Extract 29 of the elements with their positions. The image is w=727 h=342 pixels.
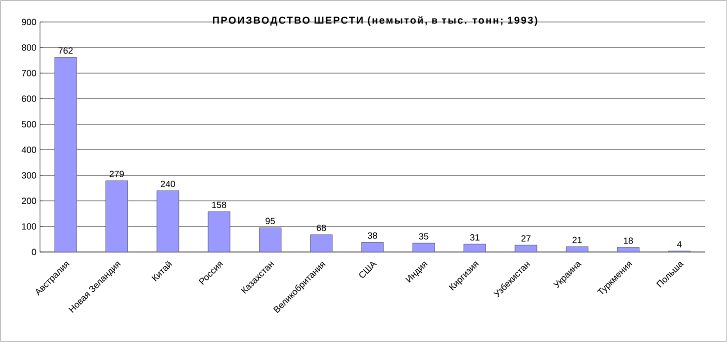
y-tick-label: 800 — [22, 44, 36, 51]
data-label: 95 — [266, 218, 275, 224]
y-tick-label: 400 — [22, 146, 36, 153]
bar — [208, 211, 230, 252]
data-label: 762 — [58, 47, 73, 54]
bar — [259, 228, 282, 252]
chart-title: ПРОИЗВОДСТВО ШЕРСТИ (немытой, в тыс. тонн; 1993) — [212, 16, 538, 26]
data-label: 38 — [368, 232, 378, 239]
data-label: 18 — [624, 237, 633, 244]
y-tick-label: 600 — [22, 95, 36, 102]
bar — [106, 180, 128, 252]
data-label: 4 — [677, 241, 682, 248]
data-label: 240 — [160, 180, 176, 188]
y-tick-label: 100 — [22, 223, 36, 230]
y-tick-label: 0 — [32, 248, 36, 256]
data-label: 35 — [418, 233, 428, 240]
bar — [54, 57, 77, 252]
data-label: 68 — [316, 224, 326, 232]
y-tick-label: 300 — [22, 172, 36, 179]
y-tick-label: 500 — [22, 121, 36, 128]
data-label: 21 — [572, 236, 582, 244]
y-tick-label: 200 — [22, 198, 36, 204]
y-tick-label: 700 — [22, 70, 36, 76]
bar — [310, 234, 333, 252]
data-label: 158 — [212, 202, 226, 208]
data-label: 27 — [521, 235, 531, 242]
data-label: 31 — [470, 234, 480, 241]
y-tick-label: 900 — [22, 18, 36, 26]
bar — [156, 190, 180, 252]
